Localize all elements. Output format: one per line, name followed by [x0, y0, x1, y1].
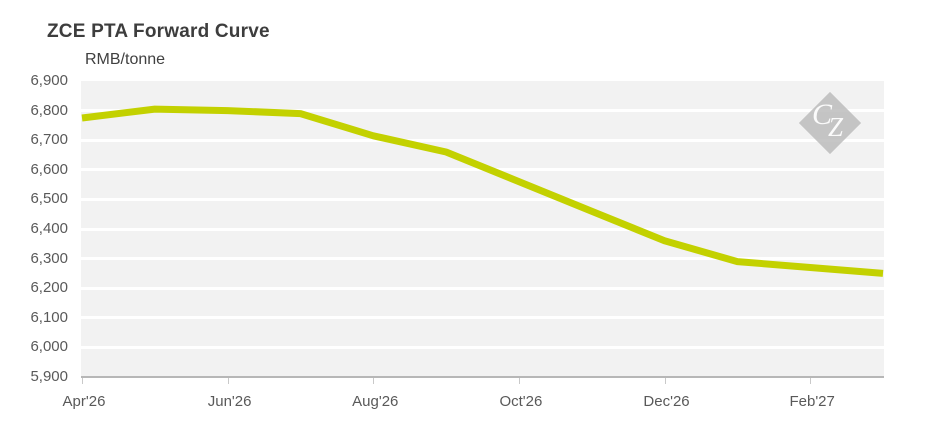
x-axis-line — [81, 376, 884, 378]
x-axis-tick-mark — [664, 378, 666, 384]
y-axis-tick-label: 6,200 — [30, 279, 68, 297]
y-gridline — [81, 345, 884, 349]
x-axis-tick-mark — [810, 378, 812, 384]
y-gridline — [81, 109, 884, 113]
y-gridline — [81, 316, 884, 320]
y-axis-tick-label: 6,500 — [30, 190, 68, 208]
y-gridline — [81, 227, 884, 231]
x-axis-tick-mark — [373, 378, 375, 384]
y-gridline — [81, 257, 884, 261]
x-axis-tick-mark — [518, 378, 520, 384]
x-axis-tick-label: Feb'27 — [789, 393, 835, 410]
x-axis-tick-mark — [82, 378, 83, 384]
x-axis-tick-mark — [227, 378, 229, 384]
chart-title: ZCE PTA Forward Curve — [47, 21, 270, 42]
y-axis-tick-label: 6,400 — [30, 220, 68, 237]
cz-logo-watermark: C Z — [798, 91, 862, 155]
x-axis-tick-label: Dec'26 — [643, 393, 690, 410]
y-axis-tick-label: 6,800 — [30, 101, 68, 119]
y-gridline — [81, 286, 884, 290]
x-axis-tick-label: Jun'26 — [207, 393, 252, 410]
x-axis-tick-label: Apr'26 — [62, 393, 106, 410]
y-axis-tick-label: 6,300 — [30, 249, 68, 267]
y-axis-tick-label: 5,900 — [30, 368, 68, 385]
y-axis-tick-label: 6,900 — [30, 72, 68, 89]
y-axis-tick-label: 6,000 — [30, 338, 68, 356]
y-axis-tick-label: 6,100 — [30, 308, 68, 326]
y-axis-tick-label: 6,600 — [30, 160, 68, 178]
watermark-letter-z: Z — [828, 112, 844, 142]
chart-unit-label: RMB/tonne — [85, 51, 166, 68]
x-axis-tick-label: Oct'26 — [499, 393, 543, 410]
y-gridline — [81, 138, 884, 142]
y-axis-tick-label: 6,700 — [30, 131, 68, 149]
y-gridline — [81, 168, 884, 172]
y-gridline — [81, 197, 884, 201]
x-axis-tick-label: Aug'26 — [352, 393, 399, 410]
